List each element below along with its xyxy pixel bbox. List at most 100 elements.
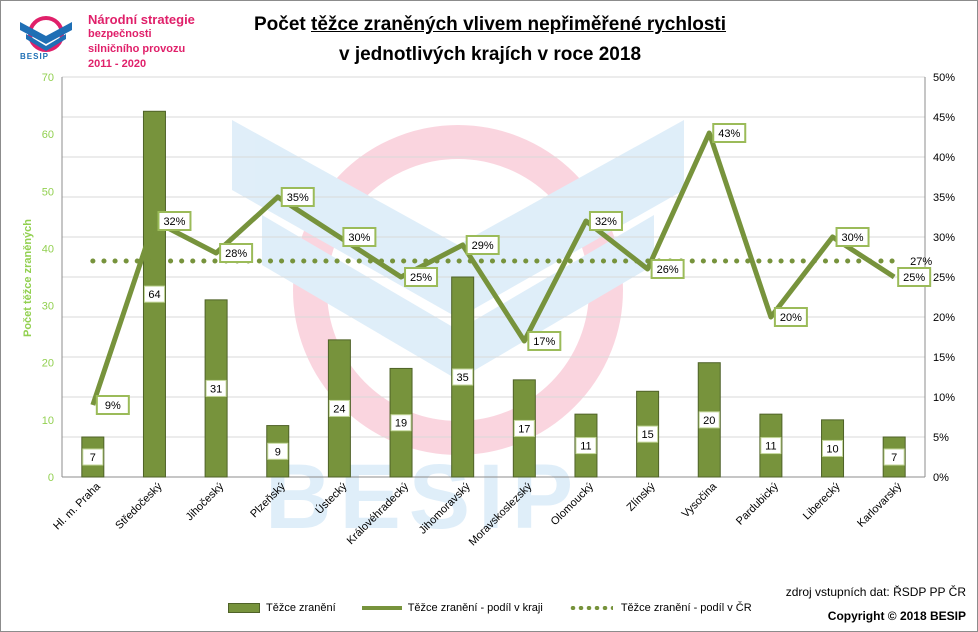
line-label-text: 43%: [718, 128, 740, 140]
legend: Těžce zranění Těžce zranění - podíl v kr…: [228, 602, 778, 614]
line-value-label: 30%: [342, 227, 377, 247]
y2-tick-label: 20%: [933, 312, 955, 324]
line-label-text: 29%: [472, 240, 494, 252]
bar-label-box: [82, 448, 104, 466]
y2-tick-label: 45%: [933, 112, 955, 124]
legend-label-bars: Těžce zranění: [266, 602, 336, 614]
legend-label-dotted: Těžce zranění - podíl v ČR: [620, 602, 752, 614]
legend-item-dotted: Těžce zranění - podíl v ČR: [568, 602, 752, 614]
line-label-text: 32%: [595, 216, 617, 228]
x-tick-label: Hl. m. Praha: [51, 480, 103, 532]
line-label-text: 25%: [410, 272, 432, 284]
bar-value-label: 15: [637, 425, 659, 443]
line-label-box: [527, 331, 562, 351]
bar-label-box: [143, 285, 165, 303]
x-tick-label: Liberecký: [801, 480, 843, 522]
y-tick-label: 20: [42, 358, 54, 370]
y-tick-label: 30: [42, 301, 54, 313]
copyright: Copyright © 2018 BESIP: [827, 609, 966, 623]
line-label-box: [219, 243, 254, 263]
line-label-text: 28%: [225, 248, 247, 260]
bar-label-box: [328, 399, 350, 417]
line-value-label: 30%: [835, 227, 870, 247]
line-value-label: 32%: [588, 211, 623, 231]
line-value-label: 29%: [465, 235, 500, 255]
logo-text: Národní strategie bezpečnosti silničního…: [88, 12, 195, 72]
title-underlined: těžce zraněných vlivem nepřiměřené rychl…: [311, 14, 727, 35]
bar-label-box: [267, 442, 289, 460]
besip-logo: BESIP Národní strategie bezpečnosti siln…: [14, 12, 214, 72]
x-tick-label: Vysočina: [680, 480, 720, 520]
y-tick-label: 0: [48, 472, 54, 484]
line-label-box: [650, 259, 685, 279]
y2-tick-label: 40%: [933, 152, 955, 164]
line-label-box: [280, 187, 315, 207]
line-label-text: 26%: [657, 264, 679, 276]
line-label-box: [465, 235, 500, 255]
title-line-2: v jednotlivých krajích v roce 2018: [338, 44, 642, 65]
y-tick-label: 60: [42, 129, 54, 141]
line-value-label: 32%: [157, 211, 192, 231]
y-tick-label: 40: [42, 243, 54, 255]
bar-label-box: [637, 425, 659, 443]
bar-label-text: 11: [580, 441, 591, 453]
bar-value-label: 7: [82, 448, 104, 466]
bar-label-text: 64: [148, 289, 160, 301]
data-source: zdroj vstupních dat: ŘSDP PP ČR: [785, 585, 966, 599]
national-share-label: 27%: [910, 256, 932, 268]
line-label-box: [95, 395, 130, 415]
line-value-label: 20%: [773, 307, 808, 327]
bar-label-text: 31: [210, 383, 222, 395]
bar-label-box: [760, 437, 782, 455]
bar-label-text: 15: [641, 429, 653, 441]
logo-line-4: 2011 - 2020: [88, 58, 147, 70]
line-value-label: 9%: [95, 395, 130, 415]
y2-tick-label: 30%: [933, 232, 955, 244]
line-label-box: [897, 267, 932, 287]
bar-label-text: 35: [457, 372, 469, 384]
legend-label-line: Těžce zranění - podíl v kraji: [407, 602, 543, 614]
line-value-label: 25%: [897, 267, 932, 287]
line-label-text: 25%: [903, 272, 925, 284]
legend-swatch-line: [361, 606, 402, 610]
x-tick-label: Zlínský: [625, 480, 658, 513]
line-label-box: [404, 267, 439, 287]
y2-tick-label: 35%: [933, 192, 955, 204]
logo-line-1: Národní strategie: [88, 12, 195, 27]
bar-label-box: [575, 437, 597, 455]
y2-tick-label: 0%: [933, 472, 949, 484]
data-labels: 7 64 31 9 24 19 35 17 11 15 20 11 10 7 27% 9% 32% 28% 35% 3…: [82, 123, 932, 466]
bar-label-box: [452, 368, 474, 386]
bar-label-box: [205, 379, 227, 397]
line-value-label: 17%: [527, 331, 562, 351]
chart-title: Počet těžce zraněných vlivem nepřiměřené…: [180, 10, 800, 70]
bar-label-box: [513, 419, 535, 437]
bar-value-label: 31: [205, 379, 227, 397]
line-label-text: 35%: [287, 192, 309, 204]
bar-value-label: 20: [698, 411, 720, 429]
line-value-label: 43%: [712, 123, 747, 143]
bar-label-text: 24: [333, 403, 345, 415]
legend-swatch-bar: [228, 603, 260, 613]
x-tick-label: Pardubický: [734, 480, 781, 527]
bar-value-label: 11: [760, 437, 782, 455]
legend-item-line: Těžce zranění - podíl v kraji: [361, 602, 543, 614]
bar-label-text: 11: [765, 441, 776, 453]
y-tick-label: 10: [42, 415, 54, 427]
bar-value-label: 64: [143, 285, 165, 303]
bar-value-label: 24: [328, 399, 350, 417]
bar-value-label: 9: [267, 442, 289, 460]
y2-tick-label: 25%: [933, 272, 955, 284]
line-label-text: 17%: [533, 336, 555, 348]
line-label-text: 20%: [780, 312, 802, 324]
besip-emblem-icon: [20, 16, 72, 52]
bar-label-text: 10: [826, 443, 838, 455]
line-label-box: [342, 227, 377, 247]
bar-label-text: 9: [275, 446, 281, 458]
line-label-box: [835, 227, 870, 247]
line-label-box: [588, 211, 623, 231]
line-value-label: 35%: [280, 187, 315, 207]
line-value-label: 26%: [650, 259, 685, 279]
legend-item-bars: Těžce zranění: [228, 602, 336, 614]
